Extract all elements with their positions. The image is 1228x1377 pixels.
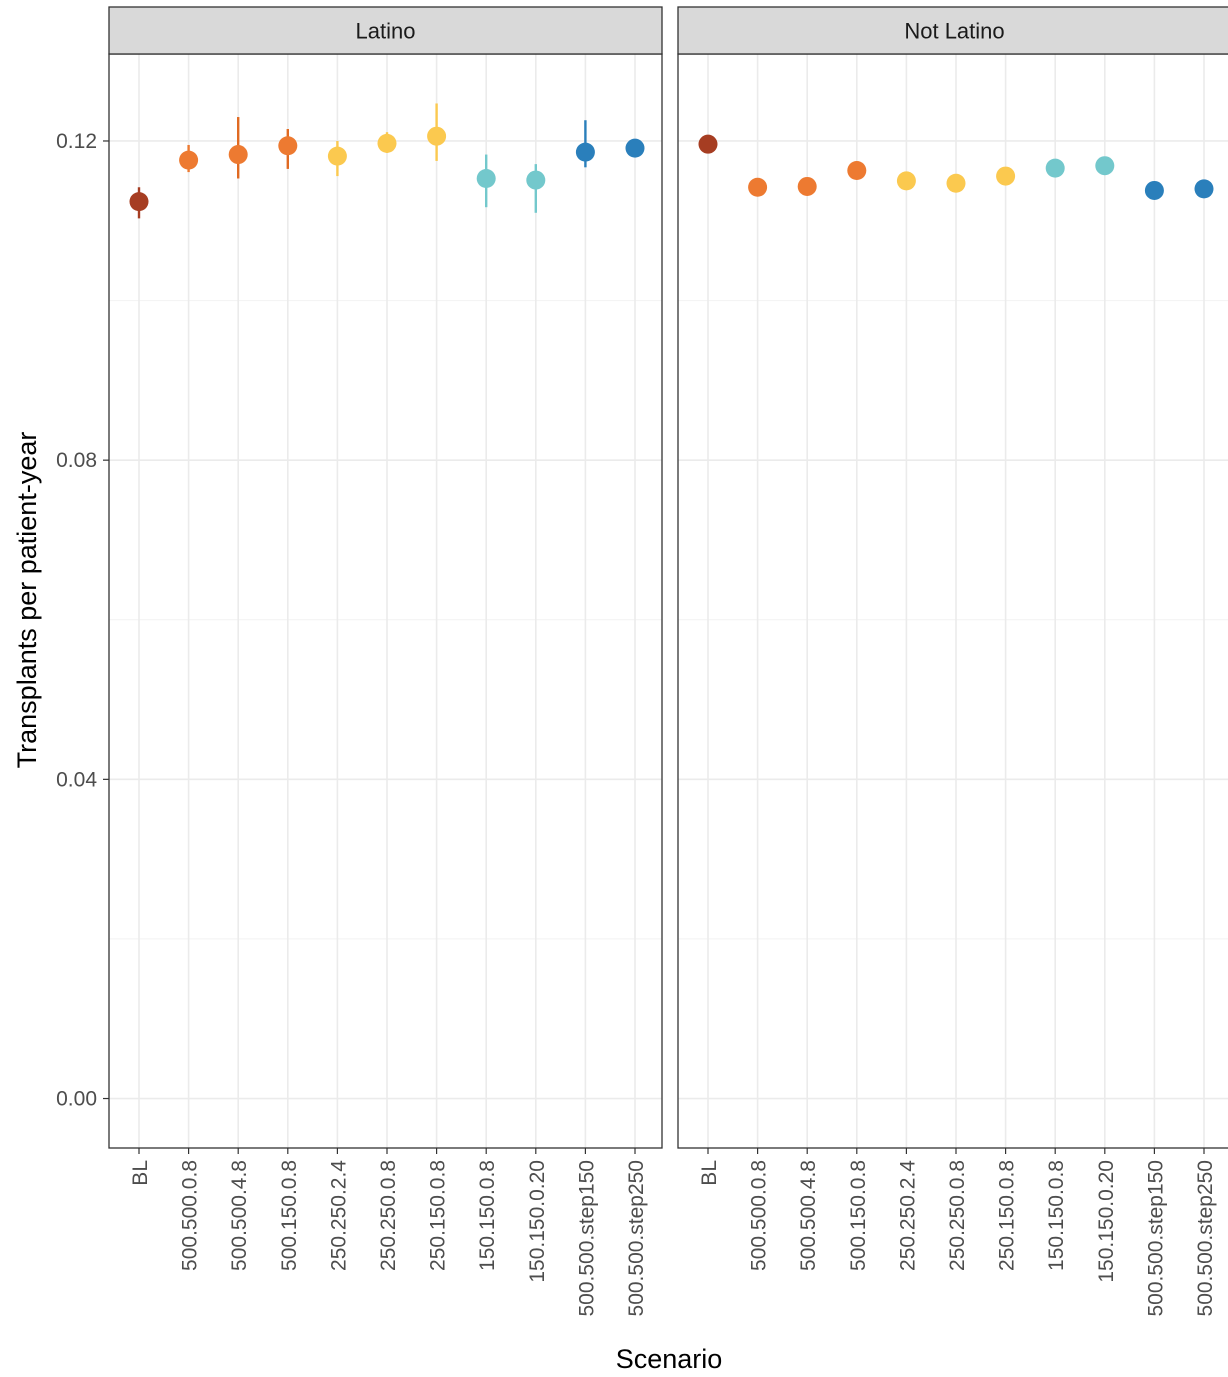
x-tick-label: 500.500.step250: [625, 1160, 648, 1316]
x-tick-label: 250.150.0.8: [427, 1160, 450, 1271]
data-point: [526, 170, 546, 190]
y-tick-label: 0.04: [56, 768, 97, 791]
data-point: [896, 171, 916, 191]
x-tick-label: 500.500.4.8: [228, 1160, 251, 1271]
x-tick-label: 500.150.0.8: [847, 1160, 870, 1271]
y-tick-label: 0.12: [56, 130, 97, 153]
x-tick-label: 250.250.2.4: [896, 1160, 919, 1271]
data-point: [698, 134, 718, 154]
x-tick-label: 150.150.0.8: [476, 1160, 499, 1271]
x-tick-label: 500.500.0.8: [179, 1160, 202, 1271]
facet-strip: [677, 6, 1228, 55]
data-point: [476, 168, 496, 188]
data-point: [1194, 179, 1214, 199]
data-point: [946, 173, 966, 193]
panel-background: [109, 54, 662, 1148]
x-tick-label: 500.500.step150: [575, 1160, 598, 1316]
data-point: [129, 192, 149, 212]
data-point: [996, 166, 1016, 186]
data-point: [427, 126, 447, 146]
data-point: [797, 176, 817, 196]
x-tick-label: 250.150.0.8: [996, 1160, 1019, 1271]
data-point: [575, 142, 595, 162]
x-tick-label: 500.500.step250: [1194, 1160, 1217, 1316]
panel-not-latino: Not Latino BL 500.500.0.8 500.500.4.8 500.15…: [677, 6, 1228, 1316]
data-point: [377, 133, 397, 153]
data-point: [1095, 156, 1115, 176]
x-tick-label: BL: [129, 1160, 152, 1186]
data-point: [847, 161, 867, 181]
panel-background: [678, 54, 1228, 1148]
data-point: [748, 177, 768, 197]
x-tick-label: 150.150.0.20: [1095, 1160, 1118, 1283]
data-point: [278, 136, 298, 156]
y-axis-title: Transplants per patient-year: [12, 432, 42, 769]
y-tick-label: 0.00: [56, 1088, 97, 1111]
facet-strip: [108, 6, 663, 55]
x-tick-label: 250.250.2.4: [327, 1160, 350, 1271]
data-point: [327, 146, 347, 166]
x-tick-label: 150.150.0.20: [526, 1160, 549, 1283]
x-tick-label: 150.150.0.8: [1045, 1160, 1068, 1271]
y-tick-label: 0.08: [56, 449, 97, 472]
x-tick-label: BL: [698, 1160, 721, 1186]
facet-strip-label: Latino: [356, 19, 416, 44]
x-tick-label: 500.500.4.8: [797, 1160, 820, 1271]
x-tick-label: 250.250.0.8: [946, 1160, 969, 1271]
panel-latino: Latino BL 500.500.0.8 500.500.4.8 500.150.0.…: [108, 6, 663, 1316]
data-point: [228, 145, 248, 165]
x-tick-label: 250.250.0.8: [377, 1160, 400, 1271]
x-axis-title: Scenario: [616, 1344, 723, 1374]
x-tick-label: 500.500.0.8: [748, 1160, 771, 1271]
facet-strip-label: Not Latino: [904, 19, 1004, 44]
data-point: [1144, 180, 1164, 200]
x-tick-label: 500.150.0.8: [278, 1160, 301, 1271]
data-point: [625, 138, 645, 158]
x-tick-label: 500.500.step150: [1144, 1160, 1167, 1316]
data-point: [1045, 158, 1065, 178]
data-point: [179, 150, 199, 170]
